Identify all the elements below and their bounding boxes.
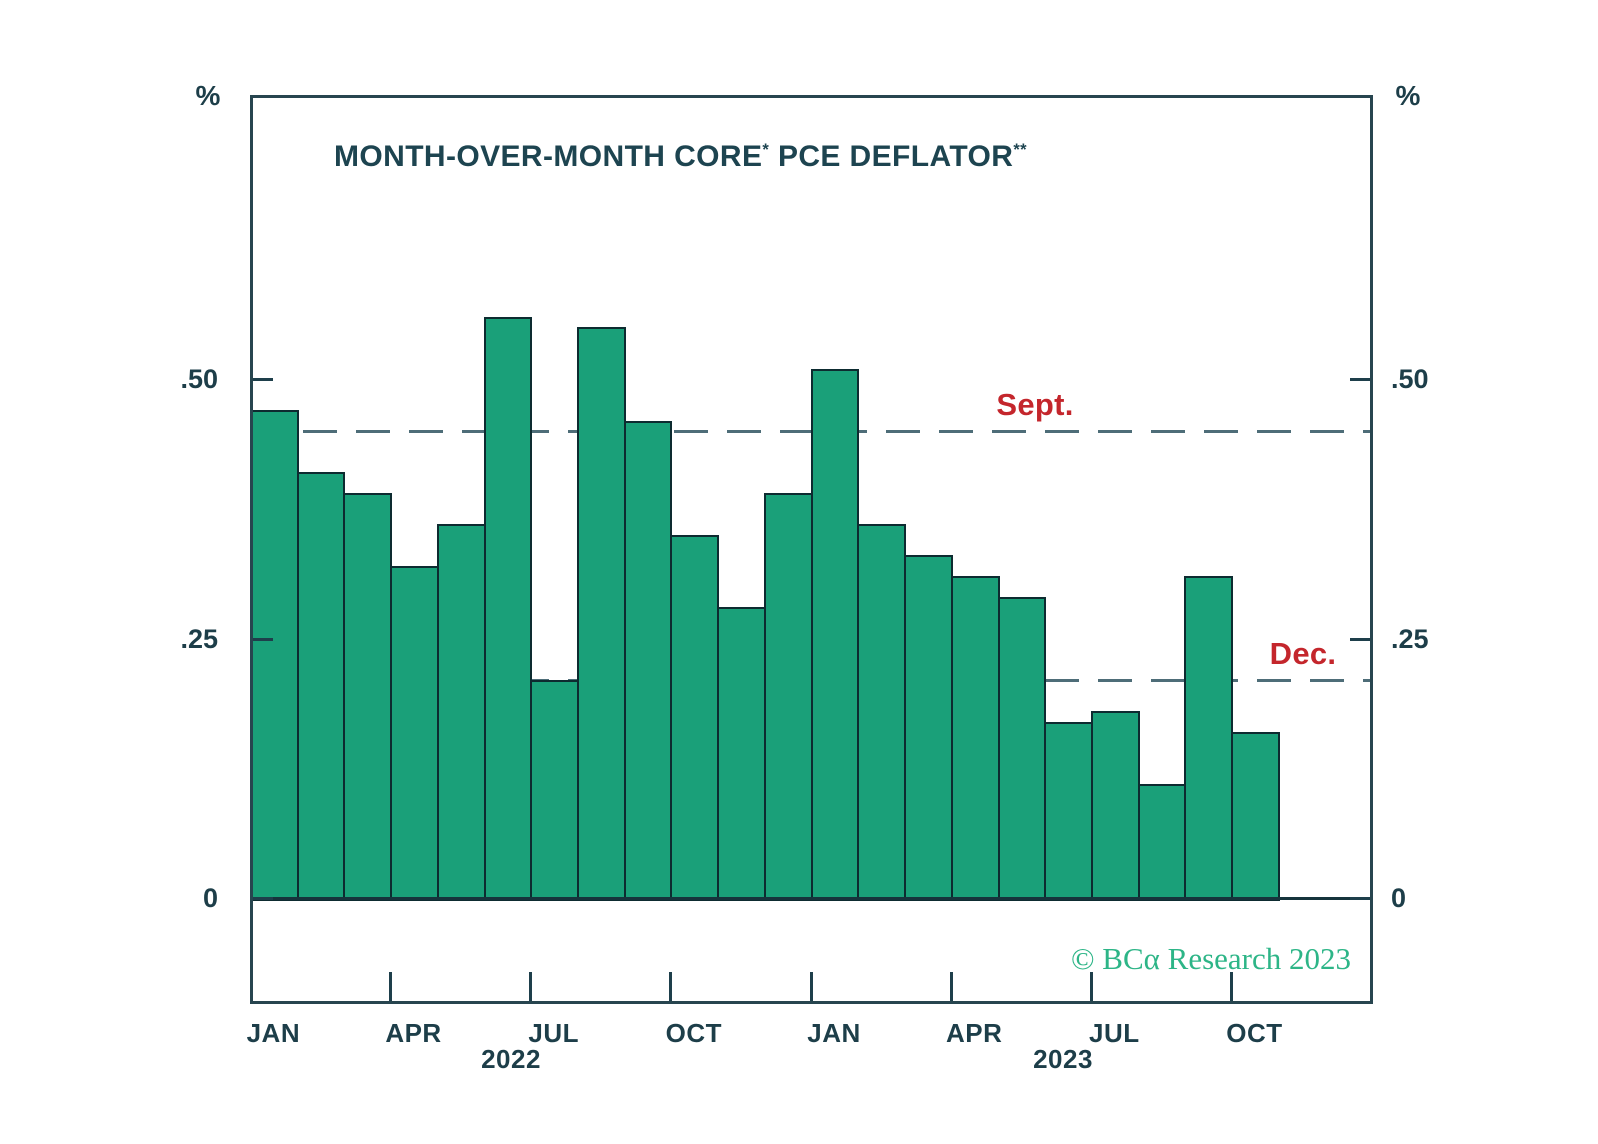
x-axis-label-apr-15: APR <box>945 1018 1003 1048</box>
y-tick-label-left: .25 <box>180 623 218 654</box>
x-tick <box>1089 972 1093 1004</box>
x-axis-label-oct-9: OCT <box>665 1018 723 1048</box>
x-tick <box>389 972 393 1004</box>
x-axis-year-label-2022: 2022 <box>481 1044 541 1074</box>
reference-label-dec: Dec. <box>1269 636 1337 672</box>
y-tick-label-left: 0 <box>202 883 218 913</box>
chart-title-footnote-mark-2: ** <box>1013 141 1027 159</box>
bar <box>623 420 673 901</box>
x-axis-label-jul-6: JUL <box>528 1018 579 1048</box>
bar <box>904 555 953 901</box>
bar <box>577 327 626 901</box>
y-axis-unit-left: % <box>195 80 221 111</box>
x-axis-label-jan-12: JAN <box>807 1018 861 1048</box>
y-tick-label-left: .50 <box>180 364 218 394</box>
chart-title: MONTH-OVER-MONTH CORE* PCE DEFLATOR** <box>334 140 1027 174</box>
x-axis-year-label-2023: 2023 <box>1033 1044 1093 1074</box>
x-tick <box>949 972 953 1004</box>
reference-label-sept: Sept. <box>996 386 1074 422</box>
y-axis-unit-right: % <box>1395 80 1421 111</box>
x-tick <box>1230 972 1234 1004</box>
bar <box>1184 576 1234 901</box>
y-tick-label-right: .50 <box>1391 364 1429 394</box>
bar <box>250 410 299 901</box>
y-tick-right <box>1350 637 1373 641</box>
zero-line <box>250 897 1373 900</box>
bar <box>483 316 533 901</box>
copyright-note: © BCα Research 2023 <box>1071 941 1351 976</box>
bar <box>810 368 860 901</box>
bar <box>763 493 813 901</box>
bar <box>717 607 766 901</box>
y-tick-right <box>1350 897 1373 900</box>
y-tick-left <box>250 637 273 641</box>
y-tick-right <box>1350 378 1373 381</box>
y-tick-label-right: .25 <box>1391 623 1429 654</box>
bar <box>1090 711 1140 901</box>
bar <box>1137 783 1187 901</box>
bar <box>530 680 580 901</box>
bar <box>343 493 393 901</box>
y-tick-left <box>250 378 273 381</box>
x-tick <box>809 972 813 1004</box>
y-tick-label-right: 0 <box>1391 883 1407 913</box>
bar <box>390 565 439 901</box>
x-tick <box>529 972 533 1004</box>
bar <box>670 534 720 901</box>
bar <box>1044 721 1093 901</box>
bar <box>950 576 1000 901</box>
bar <box>997 596 1047 901</box>
x-axis-label-jan-0: JAN <box>246 1018 301 1048</box>
bar <box>436 524 486 901</box>
chart-title-main: MONTH-OVER-MONTH CORE <box>334 140 763 173</box>
x-axis-label-jul-18: JUL <box>1089 1018 1140 1048</box>
x-tick <box>669 972 673 1004</box>
x-axis-label-apr-3: APR <box>385 1018 442 1048</box>
chart-title-mid: PCE DEFLATOR <box>769 140 1014 173</box>
bar <box>857 524 907 901</box>
bar <box>296 472 346 901</box>
y-tick-left <box>250 897 273 900</box>
bar <box>1231 731 1280 901</box>
chart-title-footnote-mark-1: * <box>762 141 770 159</box>
x-axis-label-oct-21: OCT <box>1226 1018 1283 1048</box>
